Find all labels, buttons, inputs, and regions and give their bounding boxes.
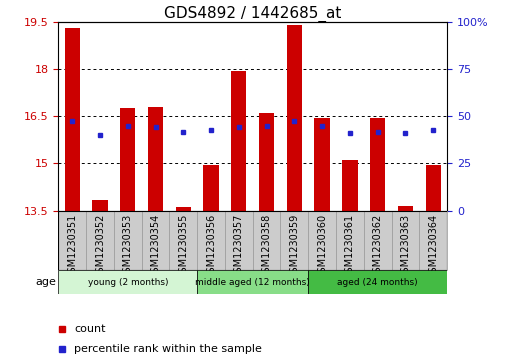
Text: GSM1230355: GSM1230355 bbox=[178, 213, 188, 279]
Text: GSM1230362: GSM1230362 bbox=[373, 213, 383, 279]
Bar bbox=[197, 270, 308, 294]
Text: GSM1230364: GSM1230364 bbox=[428, 213, 438, 279]
Bar bbox=[314, 118, 330, 211]
Bar bbox=[426, 165, 441, 211]
Bar bbox=[204, 165, 219, 211]
Bar bbox=[419, 211, 447, 270]
Bar bbox=[148, 107, 163, 211]
Text: aged (24 months): aged (24 months) bbox=[337, 278, 418, 287]
Bar bbox=[114, 211, 142, 270]
Text: GSM1230363: GSM1230363 bbox=[400, 213, 410, 279]
Bar bbox=[65, 28, 80, 211]
Bar bbox=[86, 211, 114, 270]
Bar bbox=[392, 211, 419, 270]
Text: GSM1230358: GSM1230358 bbox=[262, 213, 272, 279]
Text: middle aged (12 months): middle aged (12 months) bbox=[196, 278, 310, 287]
Bar bbox=[342, 160, 358, 211]
Bar bbox=[398, 206, 413, 211]
Text: GSM1230359: GSM1230359 bbox=[290, 213, 299, 279]
Bar bbox=[287, 25, 302, 211]
Bar bbox=[253, 211, 280, 270]
Text: GSM1230356: GSM1230356 bbox=[206, 213, 216, 279]
Text: age: age bbox=[36, 277, 56, 287]
Text: count: count bbox=[74, 325, 106, 334]
Bar bbox=[259, 113, 274, 211]
Text: GSM1230351: GSM1230351 bbox=[67, 213, 77, 279]
Bar bbox=[370, 118, 385, 211]
Bar bbox=[225, 211, 253, 270]
Bar bbox=[176, 207, 191, 211]
Bar bbox=[308, 270, 447, 294]
Text: percentile rank within the sample: percentile rank within the sample bbox=[74, 344, 262, 354]
Text: GSM1230354: GSM1230354 bbox=[150, 213, 161, 279]
Bar bbox=[92, 200, 108, 211]
Bar bbox=[336, 211, 364, 270]
Bar bbox=[308, 211, 336, 270]
Text: GSM1230353: GSM1230353 bbox=[123, 213, 133, 279]
Text: GSM1230360: GSM1230360 bbox=[317, 213, 327, 279]
Text: GSM1230352: GSM1230352 bbox=[95, 213, 105, 279]
Bar bbox=[170, 211, 197, 270]
Text: young (2 months): young (2 months) bbox=[87, 278, 168, 287]
Bar bbox=[280, 211, 308, 270]
Bar bbox=[142, 211, 170, 270]
Text: GSM1230361: GSM1230361 bbox=[345, 213, 355, 279]
Bar bbox=[364, 211, 392, 270]
Bar bbox=[58, 211, 86, 270]
Bar bbox=[231, 70, 246, 211]
Bar bbox=[120, 108, 136, 211]
Title: GDS4892 / 1442685_at: GDS4892 / 1442685_at bbox=[164, 5, 341, 22]
Bar bbox=[197, 211, 225, 270]
Text: GSM1230357: GSM1230357 bbox=[234, 213, 244, 279]
Bar bbox=[58, 270, 197, 294]
